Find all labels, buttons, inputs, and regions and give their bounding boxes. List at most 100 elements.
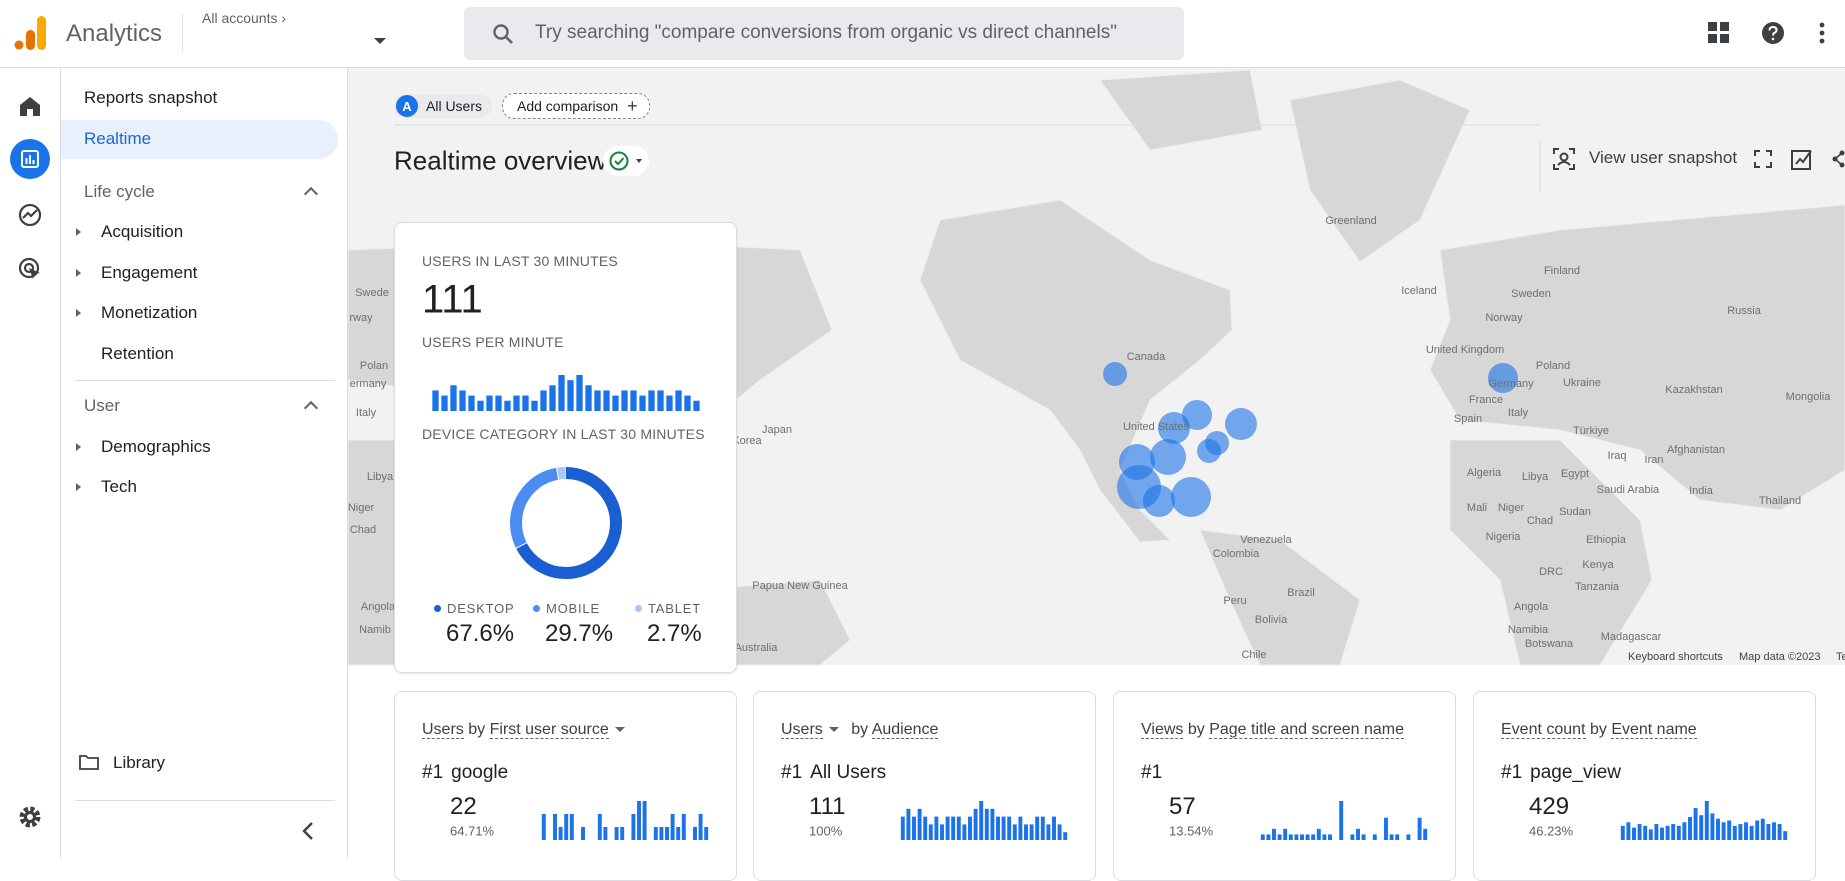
nav-section[interactable]: Life cycle [84,182,155,201]
metric-selector[interactable]: Event count [1501,721,1586,739]
dropdown-caret[interactable] [614,727,625,733]
bar [1406,834,1411,840]
top-row: #1 All Users [781,762,886,784]
card-heading: USERS PER MINUTE [422,334,564,350]
toolbar-bg [1540,140,1845,192]
share-icon[interactable] [1832,150,1845,168]
nav-item[interactable]: Retention [101,344,174,363]
logo[interactable] [14,16,46,50]
map-label: Sweden [1511,288,1551,300]
expand-icon[interactable] [76,228,81,236]
bar [1783,831,1788,840]
legend-label: MOBILE [546,601,600,616]
view-snapshot-button[interactable]: View user snapshot [1589,148,1738,167]
map-label: Sudan [1559,506,1591,518]
nav-item[interactable]: Tech [101,477,137,496]
dropdown-arrow[interactable] [374,38,386,44]
add-comparison-label[interactable]: Add comparison [517,98,619,114]
advertising-icon[interactable] [18,257,42,281]
bar [1384,817,1388,840]
nav-item[interactable]: Library [113,753,165,772]
side-rail [0,68,61,859]
top-percent: 46.23% [1529,823,1574,839]
bar [665,827,669,840]
dropdown-caret[interactable] [828,727,839,733]
bar [1339,801,1344,840]
map-label: Chad [350,524,376,536]
status-chip[interactable] [603,146,649,176]
legend-item: TABLET [635,601,701,616]
collapse-icon[interactable] [303,400,319,416]
map-footer[interactable]: Terms [1836,651,1845,663]
add-comparison-chip[interactable]: Add comparison + [502,93,650,119]
map-label: United Kingdom [1426,344,1504,356]
apps-icon[interactable] [1708,22,1730,44]
nav-item[interactable]: Acquisition [101,222,184,241]
account-label[interactable]: All accounts [202,10,278,26]
bar [1266,834,1271,840]
dimension-selector[interactable]: Event name [1611,721,1697,739]
search-placeholder[interactable]: Try searching "compare conversions from … [535,22,1117,43]
map-label: Spain [1454,413,1482,425]
collapse-icon[interactable] [303,186,319,202]
bar [979,801,984,840]
bar [996,816,1000,840]
bar [1732,825,1737,840]
dimension-selector[interactable]: Page title and screen name [1209,721,1404,739]
segment-badge: A [396,95,418,117]
card-title: Users by Audience [781,721,939,739]
bar [1372,834,1377,840]
map-footer[interactable]: Keyboard shortcuts [1628,651,1723,663]
bar [934,816,939,840]
metric-selector[interactable]: Users [781,721,823,739]
metric-selector[interactable]: Users [422,721,464,739]
nav-item[interactable]: Demographics [101,437,211,456]
segment-label[interactable]: All Users [426,98,483,114]
nav-item[interactable]: Monetization [101,303,198,322]
bar [1699,815,1704,840]
help-icon[interactable] [1761,21,1785,45]
nav-item[interactable]: Engagement [101,263,198,282]
nav-item[interactable]: Reports snapshot [84,88,218,107]
bar [522,395,529,411]
search-box[interactable]: Try searching "compare conversions from … [464,7,1184,60]
explore-icon[interactable] [18,203,42,227]
settings-icon[interactable] [18,805,42,829]
bar [945,816,950,840]
bar [1417,817,1422,840]
customize-icon[interactable] [1791,148,1813,170]
bubble [1103,362,1127,386]
bar [1682,822,1687,840]
segment-chip[interactable]: A All Users [394,94,492,118]
map-label: Iran [1645,454,1664,466]
product-name[interactable]: Analytics [66,20,163,47]
page: Realtime overview { "header": { "product… [0,7,1845,881]
map-label: Algeria [1467,467,1502,479]
nav-section[interactable]: User [84,396,120,415]
fullscreen-icon[interactable] [1754,150,1772,168]
expand-icon[interactable] [76,483,81,491]
bubble [1158,412,1190,444]
reports-icon[interactable] [10,139,50,179]
bar [441,395,448,411]
collapse-nav-icon[interactable] [301,821,315,841]
dimension-selector[interactable]: Audience [871,721,939,739]
map-label: Papua New Guinea [752,580,848,592]
expand-icon[interactable] [76,269,81,277]
top-percent: 64.71% [450,823,495,839]
account-switcher[interactable]: All accounts › [202,10,287,26]
nav-item-active[interactable]: Realtime [84,129,152,148]
metric-selector[interactable]: Views [1141,721,1184,739]
map-label: Chile [1241,649,1266,661]
rank: #1 [1501,762,1523,783]
dimension-selector[interactable]: First user source [489,721,609,739]
home-icon[interactable] [18,95,42,117]
expand-icon[interactable] [76,309,81,317]
summary-card: Event count by Event name #1 page_view 42… [1473,691,1816,881]
bar [468,395,475,411]
user-snapshot-icon[interactable] [1552,147,1576,171]
map-label: Mongolia [1786,391,1832,403]
more-icon[interactable] [1818,22,1826,44]
map-label: Libya [1522,471,1549,483]
expand-icon[interactable] [76,443,81,451]
